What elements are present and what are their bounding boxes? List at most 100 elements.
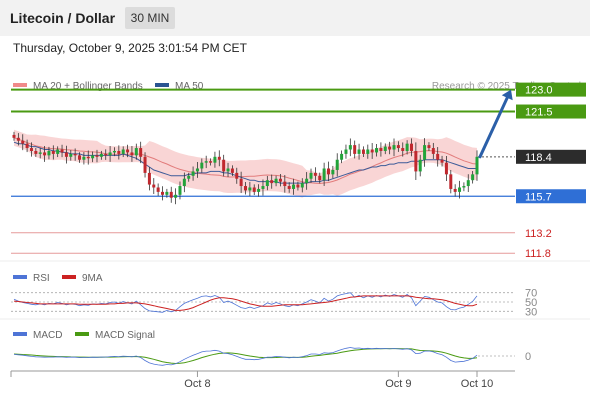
candle-body <box>34 150 38 154</box>
legend-swatch-rsi-ma <box>62 275 76 279</box>
candle <box>213 151 217 168</box>
candle <box>21 134 25 151</box>
candle <box>195 162 199 178</box>
candle <box>217 150 221 167</box>
candle <box>475 150 479 181</box>
candle-body <box>82 156 86 160</box>
candle-body <box>331 169 335 175</box>
candle <box>353 140 357 159</box>
candle <box>392 138 396 157</box>
legend-label-rsi: RSI <box>33 273 50 284</box>
candle <box>335 153 339 177</box>
resistance-tag <box>516 82 586 97</box>
candle-body <box>95 155 99 157</box>
candle <box>60 144 64 158</box>
candle-body <box>353 145 357 154</box>
legend-label-macd: MACD <box>33 330 62 341</box>
support-tag <box>516 189 586 204</box>
candle-body <box>274 178 278 184</box>
candle <box>423 138 427 167</box>
candle-body <box>25 143 29 149</box>
candle <box>108 145 112 162</box>
candle <box>248 181 252 197</box>
candle <box>344 144 348 159</box>
candle-body <box>16 137 20 141</box>
candle-body <box>230 168 234 173</box>
candle-body <box>309 172 313 179</box>
candle-body <box>134 148 138 156</box>
candle-body <box>174 194 178 198</box>
candle <box>278 173 282 187</box>
candle-body <box>257 188 261 192</box>
candle-body <box>427 145 431 149</box>
candle <box>383 143 387 155</box>
candle-body <box>471 174 475 181</box>
candle <box>257 184 261 197</box>
candle-body <box>458 187 462 192</box>
candle <box>12 131 16 141</box>
candle <box>409 138 413 157</box>
level-labels: 123.0 121.5 118.4 115.7 113.2 111.8 <box>516 82 586 260</box>
candle <box>283 174 287 193</box>
candle <box>126 144 130 158</box>
candle-body <box>156 187 160 192</box>
candle <box>91 151 95 163</box>
candle <box>16 133 20 146</box>
candle <box>261 179 265 196</box>
candle-body <box>226 168 230 172</box>
candle <box>287 182 291 193</box>
candle-body <box>182 178 186 187</box>
candle <box>99 150 103 160</box>
report-datetime: Thursday, October 9, 2025 3:01:54 PM CET <box>13 41 247 55</box>
candle-body <box>335 159 339 170</box>
legend-label-rsi-ma: 9MA <box>82 273 103 284</box>
candle-body <box>423 145 427 160</box>
candle <box>226 162 230 178</box>
candle-body <box>440 159 444 163</box>
candle <box>204 155 208 169</box>
candlesticks <box>12 131 479 205</box>
candle-body <box>126 149 130 153</box>
forecast-arrow <box>478 89 513 159</box>
price-levels <box>11 88 515 254</box>
candle <box>458 180 462 199</box>
candle-body <box>375 148 379 153</box>
resistance-tag <box>516 104 586 119</box>
candle-body <box>252 187 256 192</box>
candle-body <box>161 191 165 195</box>
candle-body <box>388 146 392 150</box>
candle <box>78 152 82 163</box>
candle-body <box>392 145 396 150</box>
legend-label-macd-signal: MACD Signal <box>95 330 155 341</box>
ma20-line <box>13 137 478 185</box>
candle-body <box>244 186 247 191</box>
candle-body <box>235 172 239 179</box>
bollinger-band-area <box>14 129 477 198</box>
candle-body <box>462 186 466 188</box>
candle <box>34 147 38 157</box>
candle <box>239 171 243 194</box>
candle <box>274 175 278 187</box>
candle <box>86 150 90 165</box>
candle-body <box>60 149 64 153</box>
candle <box>209 158 213 166</box>
candle <box>331 165 335 179</box>
candle <box>230 165 234 177</box>
legend-swatch-macd-signal <box>75 332 89 336</box>
timeframe-button[interactable]: 30 MIN <box>125 7 175 29</box>
candle-body <box>165 191 169 195</box>
chart-header: Litecoin / Dollar 30 MIN <box>0 0 590 36</box>
candle <box>436 147 440 167</box>
support-label: 115.7 <box>525 191 552 203</box>
candle-body <box>195 168 199 172</box>
candle-body <box>29 148 33 151</box>
candle-body <box>191 171 195 176</box>
candle-body <box>449 174 453 189</box>
candle-body <box>270 180 274 184</box>
candle-body <box>47 150 51 156</box>
candle <box>313 167 317 182</box>
candle-body <box>436 153 440 160</box>
rsi-tick-label: 70 <box>525 288 537 300</box>
legend-swatch-ma50 <box>155 83 169 87</box>
target-label: 113.2 <box>525 228 552 240</box>
